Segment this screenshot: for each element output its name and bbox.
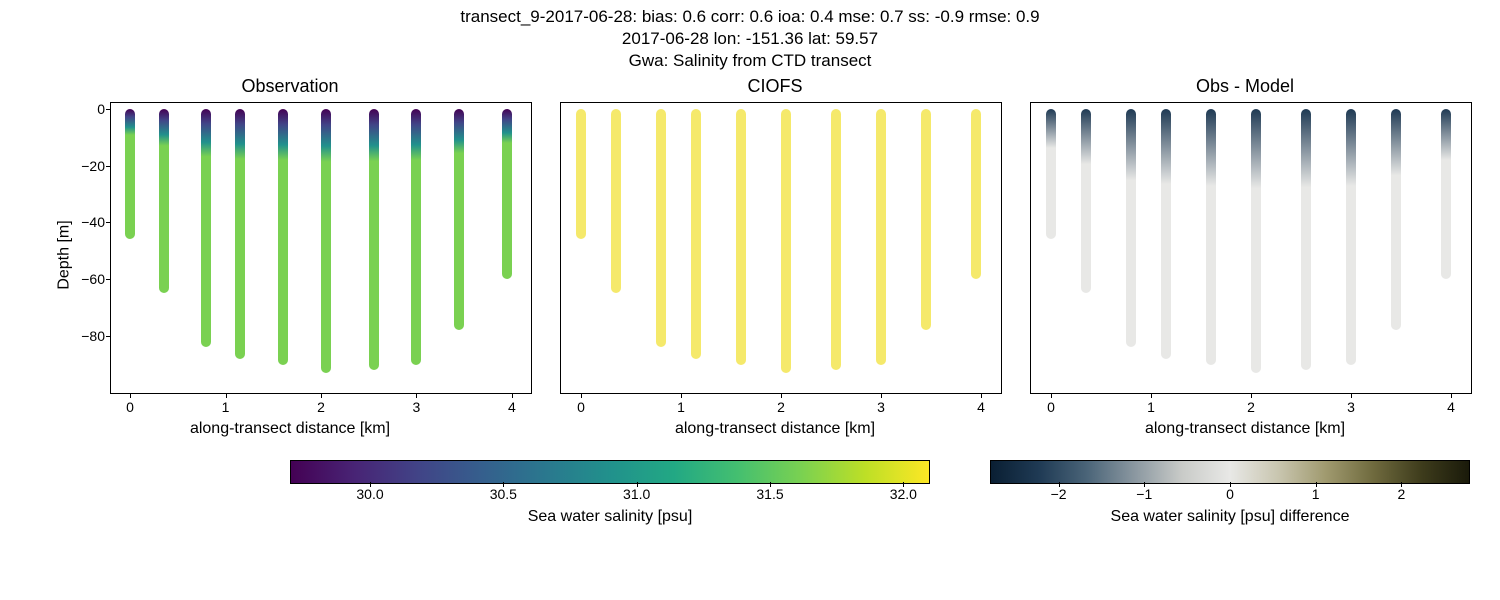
colorbar-tick-label: −2 (1051, 486, 1067, 502)
ctd-profile (454, 109, 464, 331)
x-tick-label: 4 (977, 399, 985, 415)
ctd-profile (1046, 109, 1056, 240)
ctd-profile (1081, 109, 1091, 294)
ctd-profile (656, 109, 666, 348)
x-tick-label: 1 (222, 399, 230, 415)
colorbar-tick-label: −1 (1136, 486, 1152, 502)
ctd-profile (1206, 109, 1216, 365)
panel-title: Obs - Model (1010, 76, 1480, 97)
x-tick-label: 1 (1147, 399, 1155, 415)
ctd-profile (611, 109, 621, 294)
x-tick-label: 0 (577, 399, 585, 415)
panel-diff: Obs - Model 01234 along-transect distanc… (1010, 80, 1480, 430)
y-tick-label: −40 (63, 214, 105, 230)
ctd-profile (691, 109, 701, 359)
x-tick-label: 4 (1447, 399, 1455, 415)
ctd-profile (576, 109, 586, 240)
ctd-profile (201, 109, 211, 348)
x-tick-label: 3 (1347, 399, 1355, 415)
ctd-profile (831, 109, 841, 371)
x-tick-label: 4 (508, 399, 516, 415)
y-tick-label: −80 (63, 328, 105, 344)
ctd-profile (502, 109, 512, 280)
colorbar-label: Sea water salinity [psu] difference (990, 508, 1470, 526)
suptitle: transect_9-2017-06-28: bias: 0.6 corr: 0… (0, 0, 1500, 72)
x-axis-label: along-transect distance [km] (1010, 420, 1480, 438)
colorbar-gradient (290, 460, 930, 484)
panels-row: Observation Depth [m] 0−20−40−60−8001234… (40, 80, 1480, 430)
ctd-profile (411, 109, 421, 365)
panel-title: Observation (40, 76, 540, 97)
ctd-profile (781, 109, 791, 373)
colorbar-tick-label: 32.0 (890, 486, 917, 502)
ctd-profile (235, 109, 245, 359)
suptitle-line1: transect_9-2017-06-28: bias: 0.6 corr: 0… (0, 6, 1500, 28)
figure: transect_9-2017-06-28: bias: 0.6 corr: 0… (0, 0, 1500, 600)
suptitle-line2: 2017-06-28 lon: -151.36 lat: 59.57 (0, 28, 1500, 50)
colorbar-diff: Sea water salinity [psu] difference −2 −1… (990, 460, 1470, 540)
ctd-profile (1126, 109, 1136, 348)
x-axis-label: along-transect distance [km] (40, 420, 540, 438)
plot-area-ciofs: 01234 (560, 102, 1002, 394)
colorbar-tick-label: 30.0 (356, 486, 383, 502)
suptitle-line3: Gwa: Salinity from CTD transect (0, 50, 1500, 72)
ctd-profile (1441, 109, 1451, 280)
plot-area-obs: 0−20−40−60−8001234 (110, 102, 532, 394)
y-tick-label: −60 (63, 271, 105, 287)
x-tick-label: 0 (126, 399, 134, 415)
y-tick-label: −20 (63, 158, 105, 174)
x-tick-label: 2 (1247, 399, 1255, 415)
x-tick-label: 2 (777, 399, 785, 415)
colorbars: Sea water salinity [psu] 30.0 30.5 31.0 31.… (0, 460, 1500, 580)
colorbar-tick-label: 30.5 (490, 486, 517, 502)
colorbar-gradient (990, 460, 1470, 484)
ctd-profile (876, 109, 886, 365)
colorbar-tick-label: 0 (1226, 486, 1234, 502)
ctd-profile (1391, 109, 1401, 331)
ctd-profile (921, 109, 931, 331)
ctd-profile (369, 109, 379, 371)
ctd-profile (159, 109, 169, 294)
ctd-profile (971, 109, 981, 280)
ctd-profile (278, 109, 288, 365)
panel-observation: Observation Depth [m] 0−20−40−60−8001234… (40, 80, 540, 430)
plot-area-diff: 01234 (1030, 102, 1472, 394)
ctd-profile (321, 109, 331, 373)
ctd-profile (1251, 109, 1261, 373)
x-tick-label: 3 (413, 399, 421, 415)
colorbar-tick-label: 31.5 (756, 486, 783, 502)
x-tick-label: 0 (1047, 399, 1055, 415)
colorbar-tick-label: 31.0 (623, 486, 650, 502)
ctd-profile (1161, 109, 1171, 359)
colorbar-tick-label: 2 (1398, 486, 1406, 502)
x-axis-label: along-transect distance [km] (540, 420, 1010, 438)
ctd-profile (1346, 109, 1356, 365)
x-tick-label: 3 (877, 399, 885, 415)
y-tick-label: 0 (63, 101, 105, 117)
colorbar-salinity: Sea water salinity [psu] 30.0 30.5 31.0 31.… (290, 460, 930, 540)
colorbar-tick-label: 1 (1312, 486, 1320, 502)
ctd-profile (1301, 109, 1311, 371)
x-tick-label: 1 (677, 399, 685, 415)
x-tick-label: 2 (317, 399, 325, 415)
panel-title: CIOFS (540, 76, 1010, 97)
ctd-profile (125, 109, 135, 240)
colorbar-label: Sea water salinity [psu] (290, 508, 930, 526)
ctd-profile (736, 109, 746, 365)
panel-ciofs: CIOFS 01234 along-transect distance [km] (540, 80, 1010, 430)
